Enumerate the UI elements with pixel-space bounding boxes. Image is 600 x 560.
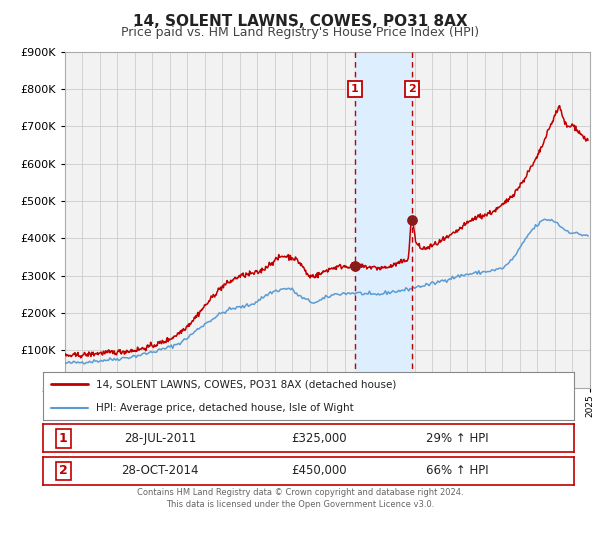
- Text: 1: 1: [351, 84, 359, 94]
- Point: [407, 215, 416, 224]
- Text: 1: 1: [59, 432, 68, 445]
- Text: Contains HM Land Registry data © Crown copyright and database right 2024.
This d: Contains HM Land Registry data © Crown c…: [137, 488, 463, 509]
- Point: [350, 262, 359, 270]
- Text: 14, SOLENT LAWNS, COWES, PO31 8AX (detached house): 14, SOLENT LAWNS, COWES, PO31 8AX (detac…: [96, 379, 397, 389]
- Text: HPI: Average price, detached house, Isle of Wight: HPI: Average price, detached house, Isle…: [96, 403, 354, 413]
- Text: £450,000: £450,000: [292, 464, 347, 478]
- Text: 66% ↑ HPI: 66% ↑ HPI: [426, 464, 488, 478]
- Text: 14, SOLENT LAWNS, COWES, PO31 8AX: 14, SOLENT LAWNS, COWES, PO31 8AX: [133, 14, 467, 29]
- Text: 2: 2: [59, 464, 68, 478]
- Text: 28-JUL-2011: 28-JUL-2011: [124, 432, 196, 445]
- Text: £325,000: £325,000: [292, 432, 347, 445]
- Text: 28-OCT-2014: 28-OCT-2014: [121, 464, 199, 478]
- Text: 2: 2: [408, 84, 416, 94]
- Text: 29% ↑ HPI: 29% ↑ HPI: [426, 432, 488, 445]
- Text: Price paid vs. HM Land Registry's House Price Index (HPI): Price paid vs. HM Land Registry's House …: [121, 26, 479, 39]
- Bar: [355, 52, 412, 388]
